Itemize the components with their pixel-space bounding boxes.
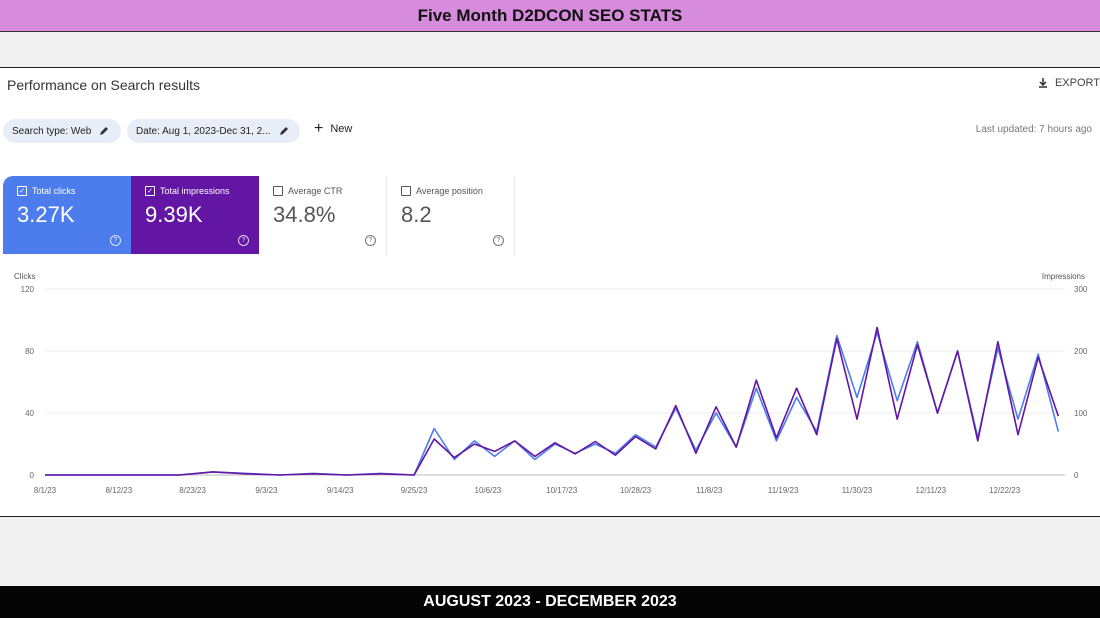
metric-label: Average CTR [288, 186, 343, 196]
checkbox-unchecked-icon[interactable] [273, 186, 283, 196]
metric-label: Total impressions [160, 186, 230, 196]
y-tick-right-label: 100 [1074, 409, 1088, 418]
metric-label: Total clicks [32, 186, 76, 196]
help-icon[interactable]: ? [365, 235, 376, 246]
export-button[interactable]: EXPORT [1037, 77, 1100, 89]
x-tick-label: 10/28/23 [620, 486, 652, 495]
performance-chart: Clicks Impressions 0 0 40 100 80 200 120 300 8/1/2… [14, 272, 1088, 495]
metric-value: 3.27K [17, 202, 75, 227]
filter-date-label: Date: Aug 1, 2023-Dec 31, 2... [136, 125, 271, 137]
y-axis-right-label: Impressions [1042, 272, 1085, 281]
new-filter-label: New [330, 123, 353, 135]
y-tick-right-label: 0 [1074, 471, 1079, 480]
x-tick-label: 10/6/23 [475, 486, 502, 495]
metric-cards: ✓ Total clicks 3.27K ? ✓ Total impressions… [3, 176, 515, 254]
x-tick-label: 12/11/23 [916, 486, 947, 495]
checkbox-unchecked-icon[interactable] [401, 186, 411, 196]
checkbox-checked-icon[interactable]: ✓ [17, 186, 27, 196]
x-tick-label: 8/1/23 [34, 486, 57, 495]
x-tick-label: 11/19/23 [768, 486, 799, 495]
x-tick-label: 9/3/23 [255, 486, 278, 495]
clicks-line [45, 331, 1060, 476]
metric-value: 9.39K [145, 202, 203, 227]
y-tick-left-label: 40 [25, 409, 34, 418]
date-range-footer: AUGUST 2023 - DECEMBER 2023 [423, 593, 677, 610]
metric-label: Average position [416, 186, 483, 196]
x-tick-label: 9/14/23 [327, 486, 354, 495]
export-label: EXPORT [1054, 77, 1100, 89]
bottom-banner: AUGUST 2023 - DECEMBER 2023 [0, 586, 1100, 618]
x-tick-label: 8/23/23 [179, 486, 206, 495]
panel-title: Performance on Search results [7, 77, 200, 93]
metric-card-total-clicks[interactable]: ✓ Total clicks 3.27K ? [3, 176, 131, 254]
y-tick-left-label: 120 [21, 285, 35, 294]
x-tick-label: 12/22/23 [989, 486, 1021, 495]
filter-date-chip[interactable]: Date: Aug 1, 2023-Dec 31, 2... [127, 119, 300, 143]
help-icon[interactable]: ? [493, 235, 504, 246]
filter-search-type-label: Search type: Web [12, 125, 92, 137]
help-icon[interactable]: ? [110, 235, 121, 246]
plus-icon: + [314, 120, 324, 137]
banner-title: Five Month D2DCON SEO STATS [417, 5, 683, 25]
x-tick-label: 11/8/23 [696, 486, 723, 495]
y-tick-right-label: 300 [1074, 285, 1088, 294]
filter-search-type-chip[interactable]: Search type: Web [3, 119, 121, 143]
help-icon[interactable]: ? [238, 235, 249, 246]
performance-panel: Performance on Search results EXPORT Sea… [0, 67, 1100, 517]
y-tick-left-label: 80 [25, 347, 34, 356]
checkbox-checked-icon[interactable]: ✓ [145, 186, 155, 196]
new-filter-button[interactable]: + New [314, 121, 352, 137]
metric-value: 34.8% [273, 202, 336, 227]
last-updated: Last updated: 7 hours ago [975, 124, 1092, 135]
x-tick-label: 11/30/23 [842, 486, 873, 495]
x-tick-label: 10/17/23 [546, 486, 578, 495]
metric-card-average-position[interactable]: Average position 8.2 ? [387, 176, 515, 254]
impressions-line [45, 326, 1060, 476]
metric-card-average-ctr[interactable]: Average CTR 34.8% ? [259, 176, 387, 254]
y-tick-left-label: 0 [30, 471, 35, 480]
y-axis-left-label: Clicks [14, 272, 35, 281]
download-icon [1038, 78, 1047, 88]
x-tick-label: 8/12/23 [105, 486, 132, 495]
metric-value: 8.2 [401, 202, 432, 227]
x-tick-label: 9/25/23 [401, 486, 428, 495]
top-banner: Five Month D2DCON SEO STATS [0, 0, 1100, 32]
metric-card-total-impressions[interactable]: ✓ Total impressions 9.39K ? [131, 176, 259, 254]
y-tick-right-label: 200 [1074, 347, 1088, 356]
edit-icon [279, 127, 288, 135]
edit-icon [100, 127, 109, 135]
